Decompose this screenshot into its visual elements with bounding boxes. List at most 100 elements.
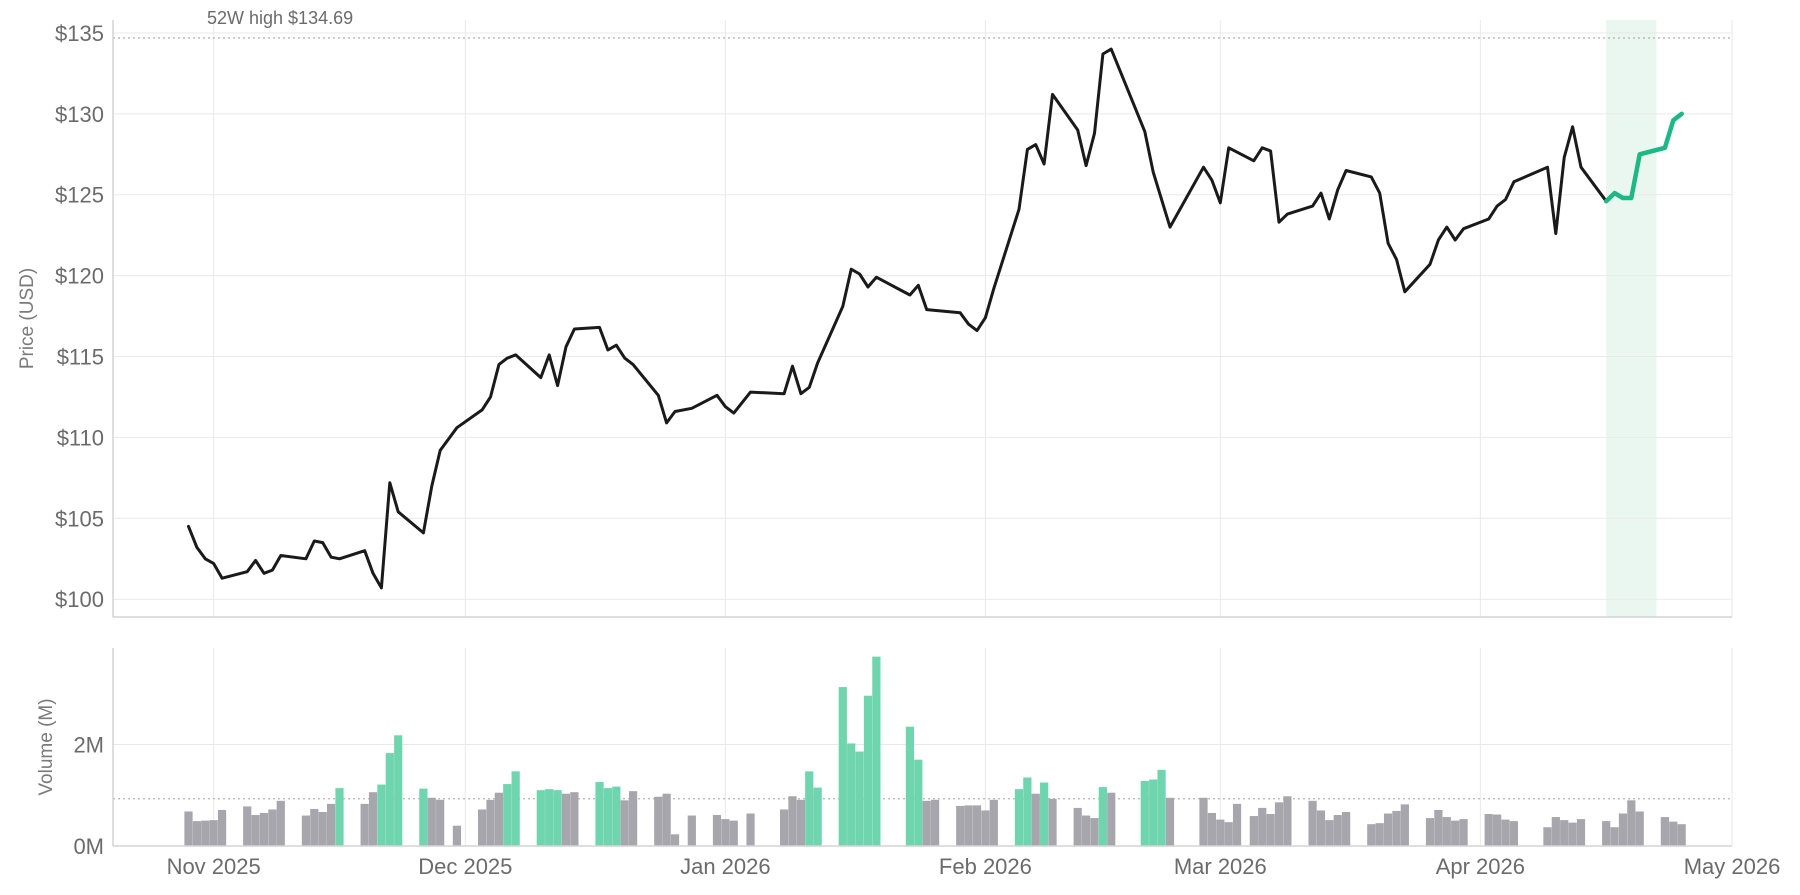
volume-bar — [1392, 810, 1401, 846]
volume-bar — [1459, 819, 1468, 846]
volume-bar — [1098, 787, 1107, 846]
price-line-highlight — [1603, 111, 1684, 204]
volume-bar — [201, 820, 210, 846]
volume-bar — [486, 799, 495, 846]
volume-bar — [1383, 813, 1393, 846]
volume-bar — [981, 810, 990, 846]
volume-bar — [310, 808, 319, 846]
volume-bar — [662, 793, 671, 846]
x-tick-label: Feb 2026 — [939, 854, 1032, 879]
volume-bars — [184, 656, 1686, 846]
volume-bar — [494, 792, 503, 846]
volume-bar — [1342, 811, 1351, 846]
volume-bar — [1149, 779, 1158, 846]
volume-bar — [1618, 813, 1628, 846]
volume-bar — [989, 799, 998, 846]
price-y-tick-label: $130 — [55, 102, 104, 127]
price-y-tick-label: $120 — [55, 264, 104, 289]
volume-bar — [930, 799, 940, 846]
volume-bar — [1232, 803, 1242, 846]
price-y-tick-labels: $100 $105 $110 $115 $120 $125 $130 $135 — [55, 21, 104, 612]
volume-bar — [1073, 807, 1082, 846]
volume-bar — [251, 815, 260, 846]
volume-bar — [914, 759, 923, 846]
volume-bar — [1140, 781, 1149, 846]
x-tick-label: Mar 2026 — [1174, 854, 1267, 879]
volume-bar — [746, 813, 755, 846]
volume-bar — [628, 791, 638, 846]
volume-bar — [360, 803, 369, 846]
volume-bar — [1274, 802, 1284, 846]
price-y-tick-label: $125 — [55, 183, 104, 208]
price-y-tick-label: $135 — [55, 21, 104, 46]
volume-bar — [545, 789, 554, 846]
volume-bar — [612, 786, 621, 846]
volume-bar — [1610, 827, 1619, 846]
volume-bar — [788, 796, 797, 846]
volume-bar — [964, 805, 973, 846]
price-y-tick-label: $110 — [57, 425, 104, 450]
volume-bar — [536, 790, 545, 846]
volume-bar — [838, 687, 847, 846]
52w-high-label: 52W high $134.69 — [207, 8, 353, 28]
volume-bar — [1367, 824, 1376, 846]
volume-bar — [922, 800, 931, 846]
volume-bar — [1283, 796, 1292, 846]
volume-bar — [477, 809, 487, 846]
volume-y-axis-title: Volume (M) — [36, 698, 57, 795]
volume-bar — [1090, 818, 1099, 846]
price-y-tick-label: $105 — [55, 506, 104, 531]
volume-bar — [796, 799, 805, 846]
volume-bar — [1484, 814, 1493, 846]
volume-bar — [805, 771, 814, 846]
volume-bar — [1107, 792, 1116, 846]
x-tick-label: Dec 2025 — [418, 854, 512, 879]
volume-bar — [847, 743, 856, 846]
volume-bar — [1602, 821, 1611, 846]
volume-bar — [1375, 823, 1384, 846]
volume-bar — [595, 782, 604, 846]
volume-bar — [1040, 782, 1049, 846]
volume-bar — [1207, 813, 1217, 846]
volume-bar — [1258, 807, 1267, 846]
price-panel: 52W high $134.69 $100 $105 $110 $115 $120 $12… — [17, 8, 1733, 618]
volume-bar — [1576, 819, 1586, 846]
x-axis-tick-labels: Nov 2025 Dec 2025 Jan 2026 Feb 2026 Mar 2026… — [167, 854, 1781, 879]
volume-bar — [872, 656, 881, 846]
volume-bar — [570, 792, 579, 846]
volume-bar — [427, 797, 436, 846]
volume-bar — [1333, 815, 1342, 846]
volume-bar — [452, 825, 462, 846]
volume-bar — [259, 813, 269, 846]
volume-bar — [1551, 817, 1560, 846]
volume-bar — [1216, 819, 1225, 846]
price-gridlines — [113, 20, 1733, 617]
volume-bar — [1451, 820, 1460, 846]
volume-bar — [511, 771, 520, 846]
highlight-band — [1606, 20, 1657, 617]
x-tick-label: Nov 2025 — [167, 854, 261, 879]
volume-bar — [368, 792, 378, 846]
volume-bar — [654, 796, 663, 846]
volume-bar — [276, 800, 285, 846]
volume-bar — [721, 819, 730, 846]
volume-bar — [620, 800, 629, 846]
volume-bar — [1224, 822, 1233, 846]
volume-bar — [687, 815, 696, 846]
volume-y-tick-label: 0M — [73, 834, 104, 859]
volume-bar — [1081, 815, 1091, 846]
volume-bar — [1425, 818, 1435, 846]
volume-bar — [436, 799, 445, 846]
volume-bar — [1316, 810, 1326, 846]
volume-bar — [394, 735, 403, 846]
volume-bar — [561, 793, 571, 846]
volume-bar — [1493, 814, 1502, 846]
volume-bar — [1568, 822, 1577, 846]
volume-bar — [863, 695, 873, 846]
volume-bar — [385, 753, 394, 846]
volume-bar — [712, 815, 722, 846]
volume-bar — [217, 809, 227, 846]
volume-bar — [972, 805, 982, 846]
x-tick-label: Jan 2026 — [680, 854, 771, 879]
